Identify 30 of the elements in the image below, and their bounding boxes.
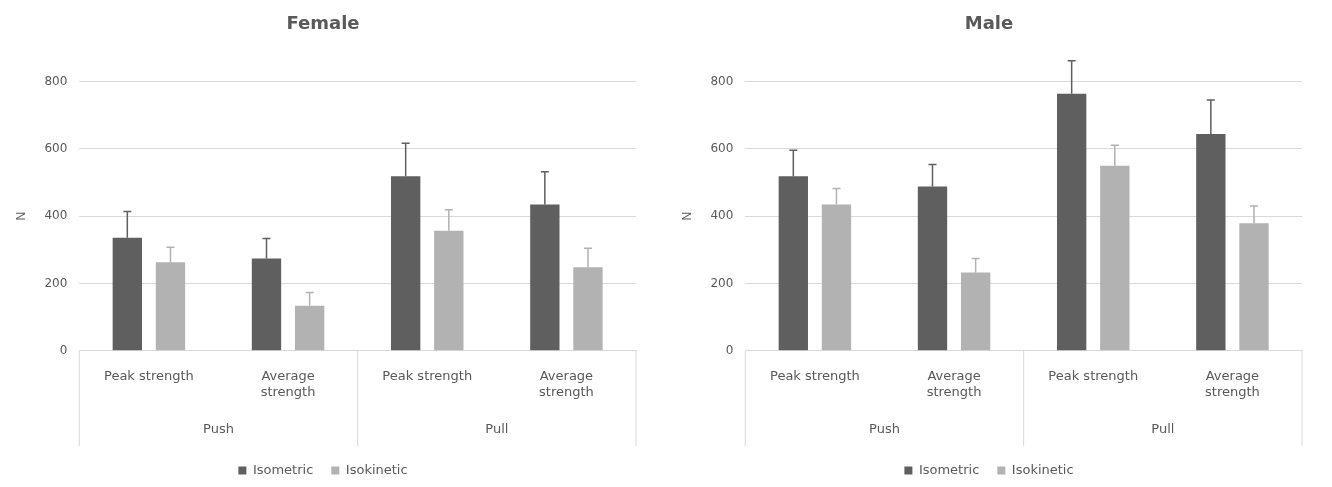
x-tick-label: Average strength: [1205, 367, 1260, 399]
x-tick-label: Peak strength: [382, 367, 473, 383]
legend-label: Isokinetic: [1011, 461, 1074, 477]
y-tick-label: 200: [44, 275, 68, 290]
legend-label: Isometric: [918, 461, 980, 477]
text: Push: [203, 421, 234, 437]
x-tick-label: Peak strength: [770, 367, 860, 383]
x-tick-label: Average strength: [926, 367, 982, 399]
chart-title: Male: [964, 12, 1014, 34]
y-tick-label: 800: [710, 73, 734, 88]
text: Pull: [1151, 421, 1175, 437]
legend-label: Isokinetic: [345, 461, 408, 477]
y-tick-label: 600: [710, 141, 734, 156]
x-tick-label: Average strength: [260, 367, 316, 399]
legend-label: Isometric: [252, 461, 314, 477]
y-tick-label: 0: [59, 342, 68, 357]
y-axis-title: N: [13, 211, 28, 221]
y-tick-label: 600: [44, 141, 68, 156]
text: Push: [869, 421, 900, 437]
x-tick-label: Average strength: [539, 367, 594, 399]
y-tick-label: 200: [710, 275, 734, 290]
x-tick-label: Peak strength: [104, 367, 194, 383]
y-tick-label: 400: [710, 208, 734, 223]
y-tick-label: 800: [44, 73, 68, 88]
y-tick-label: 0: [725, 342, 734, 357]
y-tick-label: 400: [44, 208, 68, 223]
x-tick-label: Peak strength: [1048, 367, 1139, 383]
y-axis-title: N: [679, 211, 694, 221]
text: Pull: [485, 421, 509, 437]
chart-title: Female: [286, 12, 360, 34]
